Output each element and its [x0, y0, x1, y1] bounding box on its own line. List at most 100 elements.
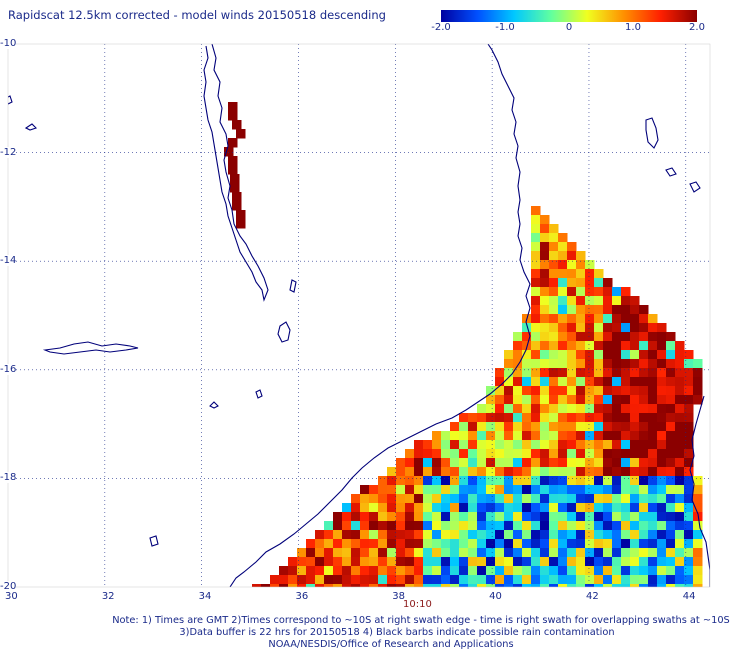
wind-difference-cell	[648, 359, 658, 369]
wind-difference-cell	[513, 449, 523, 459]
wind-difference-cell	[531, 242, 541, 252]
wind-difference-cell	[486, 584, 496, 587]
wind-difference-cell	[594, 431, 604, 441]
wind-difference-cell	[594, 503, 604, 513]
wind-difference-cell	[414, 584, 424, 587]
wind-difference-cell	[657, 413, 667, 423]
wind-difference-cell	[333, 557, 343, 567]
wind-difference-cell	[576, 350, 586, 360]
wind-difference-cell	[639, 557, 649, 567]
wind-difference-cell	[594, 440, 604, 450]
wind-difference-cell	[459, 449, 469, 459]
wind-difference-cell	[567, 566, 577, 576]
wind-difference-cell	[450, 431, 460, 441]
wind-difference-cell	[369, 521, 379, 531]
wind-difference-cell	[432, 476, 442, 486]
wind-difference-cell	[405, 584, 415, 587]
wind-difference-cell	[459, 566, 469, 576]
wind-difference-cell	[585, 404, 595, 414]
wind-difference-cell	[369, 584, 379, 587]
wind-difference-cell	[630, 305, 640, 315]
wind-difference-cell	[612, 476, 622, 486]
wind-difference-cell	[495, 413, 505, 423]
wind-difference-cell	[612, 287, 622, 297]
wind-difference-cell	[459, 557, 469, 567]
wind-difference-cell	[522, 458, 532, 468]
colorbar-tick-label: 2.0	[689, 22, 705, 33]
wind-difference-cell	[657, 530, 667, 540]
wind-difference-cell	[549, 575, 559, 585]
wind-difference-cell	[432, 512, 442, 522]
wind-difference-cell	[594, 350, 604, 360]
wind-difference-cell	[540, 557, 550, 567]
wind-difference-cell	[648, 503, 658, 513]
wind-difference-cell	[585, 368, 595, 378]
wind-difference-cell	[432, 566, 442, 576]
wind-difference-cell	[522, 431, 532, 441]
wind-difference-cell	[540, 215, 550, 225]
wind-difference-cell	[513, 395, 523, 405]
wind-difference-cell	[405, 458, 415, 468]
wind-difference-cell	[459, 521, 469, 531]
wind-difference-cell	[648, 323, 658, 333]
wind-difference-cell	[594, 314, 604, 324]
wind-difference-cell	[594, 512, 604, 522]
wind-difference-cell	[540, 431, 550, 441]
wind-difference-cell	[666, 431, 676, 441]
wind-difference-cell	[450, 422, 460, 432]
wind-difference-cell	[288, 557, 298, 567]
wind-difference-cell	[576, 377, 586, 387]
wind-difference-cell	[675, 521, 685, 531]
wind-difference-cell	[585, 575, 595, 585]
wind-difference-cell	[378, 530, 388, 540]
wind-difference-cell	[432, 521, 442, 531]
wind-difference-cell	[576, 287, 586, 297]
wind-difference-cell	[684, 431, 694, 441]
wind-difference-cell	[540, 539, 550, 549]
wind-difference-cell	[540, 566, 550, 576]
wind-difference-cell	[549, 503, 559, 513]
wind-difference-cell	[531, 332, 541, 342]
wind-difference-cell	[432, 584, 442, 587]
wind-difference-cell	[585, 332, 595, 342]
wind-difference-cell	[540, 494, 550, 504]
wind-difference-cell	[585, 548, 595, 558]
wind-difference-cell	[396, 485, 406, 495]
wind-difference-cell	[576, 431, 586, 441]
wind-difference-cell	[232, 120, 242, 130]
wind-difference-cell	[576, 314, 586, 324]
wind-difference-cell	[414, 476, 424, 486]
wind-difference-cell	[504, 539, 514, 549]
wind-difference-cell	[423, 530, 433, 540]
longitude-tick-label: 30	[5, 591, 18, 602]
wind-difference-cell	[468, 467, 478, 477]
wind-difference-cell	[585, 386, 595, 396]
wind-difference-cell	[675, 548, 685, 558]
wind-difference-cell	[639, 521, 649, 531]
wind-difference-cell	[639, 440, 649, 450]
wind-difference-cell	[612, 323, 622, 333]
wind-difference-cell	[612, 494, 622, 504]
wind-difference-cell	[540, 233, 550, 243]
wind-difference-cell	[441, 557, 451, 567]
wind-difference-cell	[648, 413, 658, 423]
wind-difference-cell	[540, 296, 550, 306]
wind-difference-cell	[531, 575, 541, 585]
wind-difference-cell	[540, 575, 550, 585]
wind-difference-cell	[468, 494, 478, 504]
wind-difference-cell	[657, 467, 667, 477]
wind-difference-cell	[396, 548, 406, 558]
wind-difference-cell	[333, 530, 343, 540]
wind-difference-cell	[396, 584, 406, 587]
wind-difference-cell	[531, 431, 541, 441]
wind-difference-cell	[576, 413, 586, 423]
wind-difference-cell	[504, 530, 514, 540]
wind-difference-cell	[621, 548, 631, 558]
wind-difference-cell	[414, 494, 424, 504]
wind-difference-cell	[576, 530, 586, 540]
wind-difference-cell	[576, 359, 586, 369]
wind-difference-cell	[405, 539, 415, 549]
wind-difference-cell	[666, 377, 676, 387]
wind-difference-cell	[576, 341, 586, 351]
